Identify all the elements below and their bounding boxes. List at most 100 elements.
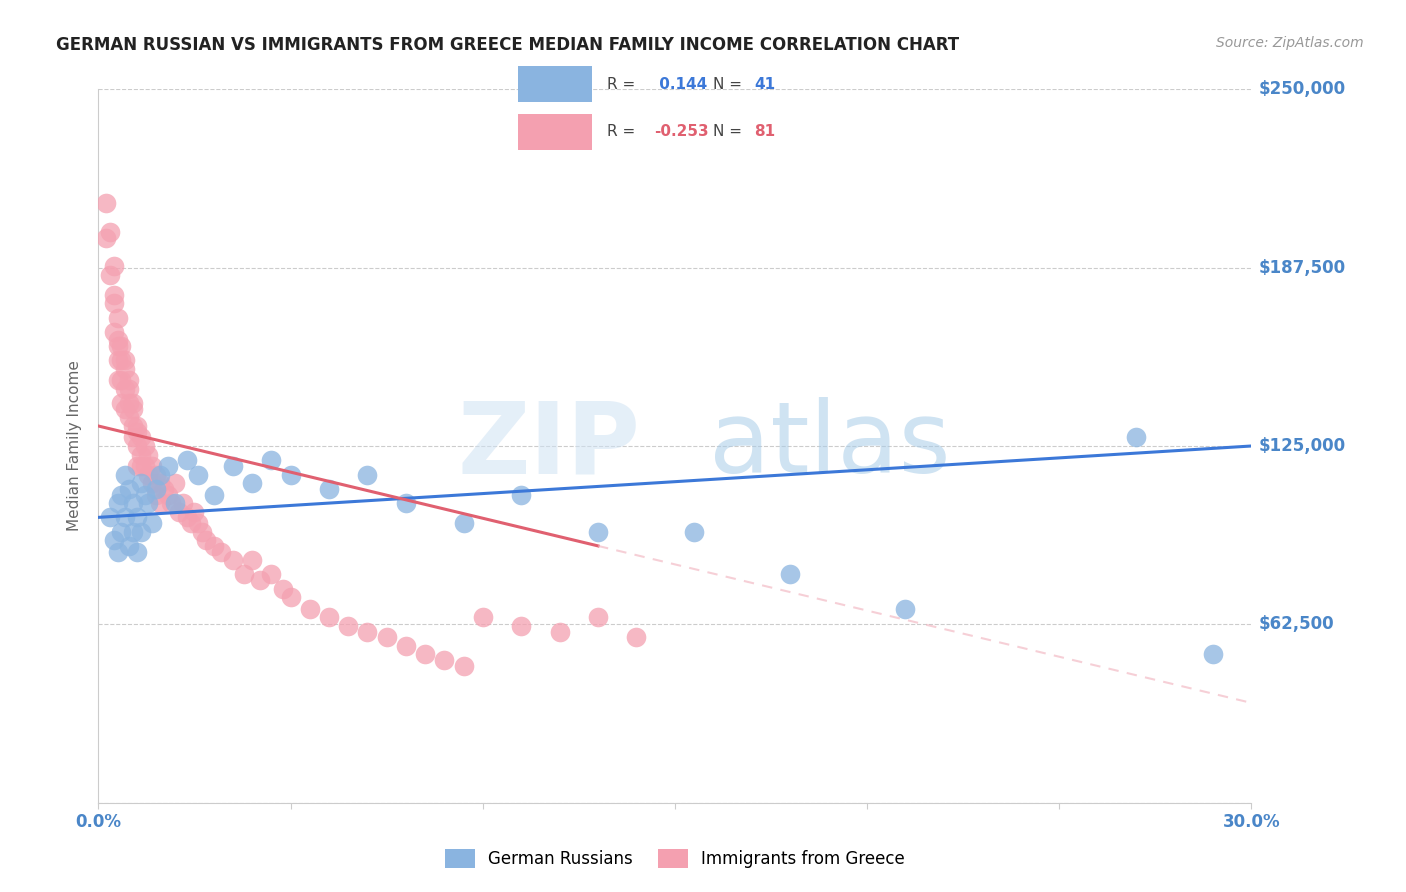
- Point: [125, 510, 148, 524]
- Point: [110, 353, 132, 368]
- Point: [110, 396, 132, 410]
- Point: [129, 476, 152, 491]
- Point: [395, 639, 418, 653]
- Legend: German Russians, Immigrants from Greece: German Russians, Immigrants from Greece: [439, 842, 911, 875]
- Point: [110, 339, 132, 353]
- Point: [122, 419, 145, 434]
- Point: [149, 467, 172, 482]
- Point: [125, 544, 148, 558]
- Point: [453, 658, 475, 673]
- Text: $62,500: $62,500: [1258, 615, 1334, 633]
- Text: $125,000: $125,000: [1258, 437, 1346, 455]
- Text: GERMAN RUSSIAN VS IMMIGRANTS FROM GREECE MEDIAN FAMILY INCOME CORRELATION CHART: GERMAN RUSSIAN VS IMMIGRANTS FROM GREECE…: [56, 36, 959, 54]
- Point: [1202, 648, 1225, 662]
- Point: [129, 430, 152, 444]
- Point: [94, 196, 117, 211]
- Point: [107, 544, 129, 558]
- Point: [110, 373, 132, 387]
- Text: R =: R =: [606, 77, 634, 92]
- Bar: [517, 66, 592, 102]
- Point: [894, 601, 917, 615]
- Point: [134, 439, 156, 453]
- Point: [183, 505, 205, 519]
- Point: [134, 458, 156, 473]
- Point: [107, 353, 129, 368]
- Point: [110, 524, 132, 539]
- Point: [176, 453, 198, 467]
- Point: [586, 524, 609, 539]
- Point: [202, 539, 225, 553]
- Point: [122, 396, 145, 410]
- Point: [118, 410, 141, 425]
- Point: [114, 382, 136, 396]
- Text: 81: 81: [754, 124, 775, 139]
- Point: [110, 487, 132, 501]
- Point: [240, 553, 263, 567]
- Point: [779, 567, 801, 582]
- Point: [125, 439, 148, 453]
- Point: [453, 516, 475, 530]
- Point: [149, 476, 172, 491]
- Point: [167, 505, 190, 519]
- Point: [107, 373, 129, 387]
- Point: [586, 610, 609, 624]
- Point: [103, 287, 125, 301]
- Y-axis label: Median Family Income: Median Family Income: [67, 360, 83, 532]
- Point: [280, 591, 302, 605]
- Point: [107, 310, 129, 325]
- Point: [180, 516, 202, 530]
- Point: [107, 339, 129, 353]
- Text: $250,000: $250,000: [1258, 80, 1346, 98]
- Point: [271, 582, 294, 596]
- Text: $187,500: $187,500: [1258, 259, 1346, 277]
- Point: [141, 516, 163, 530]
- Point: [125, 458, 148, 473]
- Point: [187, 467, 209, 482]
- Point: [138, 496, 160, 510]
- Point: [98, 225, 121, 239]
- Point: [149, 496, 172, 510]
- Point: [172, 496, 194, 510]
- Text: R =: R =: [606, 124, 634, 139]
- Point: [356, 624, 378, 639]
- Point: [156, 458, 179, 473]
- Point: [176, 510, 198, 524]
- Point: [103, 325, 125, 339]
- Text: -0.253: -0.253: [654, 124, 709, 139]
- Point: [129, 524, 152, 539]
- Point: [222, 458, 245, 473]
- Point: [222, 553, 245, 567]
- Text: Source: ZipAtlas.com: Source: ZipAtlas.com: [1216, 36, 1364, 50]
- Point: [156, 487, 179, 501]
- Point: [118, 382, 141, 396]
- Point: [337, 619, 360, 633]
- Point: [122, 524, 145, 539]
- Point: [202, 487, 225, 501]
- Point: [118, 373, 141, 387]
- Point: [114, 362, 136, 376]
- Point: [103, 533, 125, 548]
- Point: [125, 419, 148, 434]
- Point: [114, 401, 136, 416]
- Point: [145, 482, 167, 496]
- Point: [1125, 430, 1147, 444]
- Point: [233, 567, 256, 582]
- Point: [298, 601, 321, 615]
- Point: [413, 648, 436, 662]
- Text: 0.144: 0.144: [654, 77, 707, 92]
- Point: [103, 259, 125, 273]
- Point: [260, 453, 283, 467]
- Point: [114, 467, 136, 482]
- Point: [107, 334, 129, 348]
- Point: [141, 476, 163, 491]
- Point: [165, 476, 187, 491]
- Point: [375, 630, 398, 644]
- Point: [356, 467, 378, 482]
- Point: [118, 539, 141, 553]
- Point: [134, 487, 156, 501]
- Point: [187, 516, 209, 530]
- Point: [548, 624, 571, 639]
- Point: [209, 544, 232, 558]
- Text: ZIP: ZIP: [457, 398, 640, 494]
- Text: 41: 41: [754, 77, 775, 92]
